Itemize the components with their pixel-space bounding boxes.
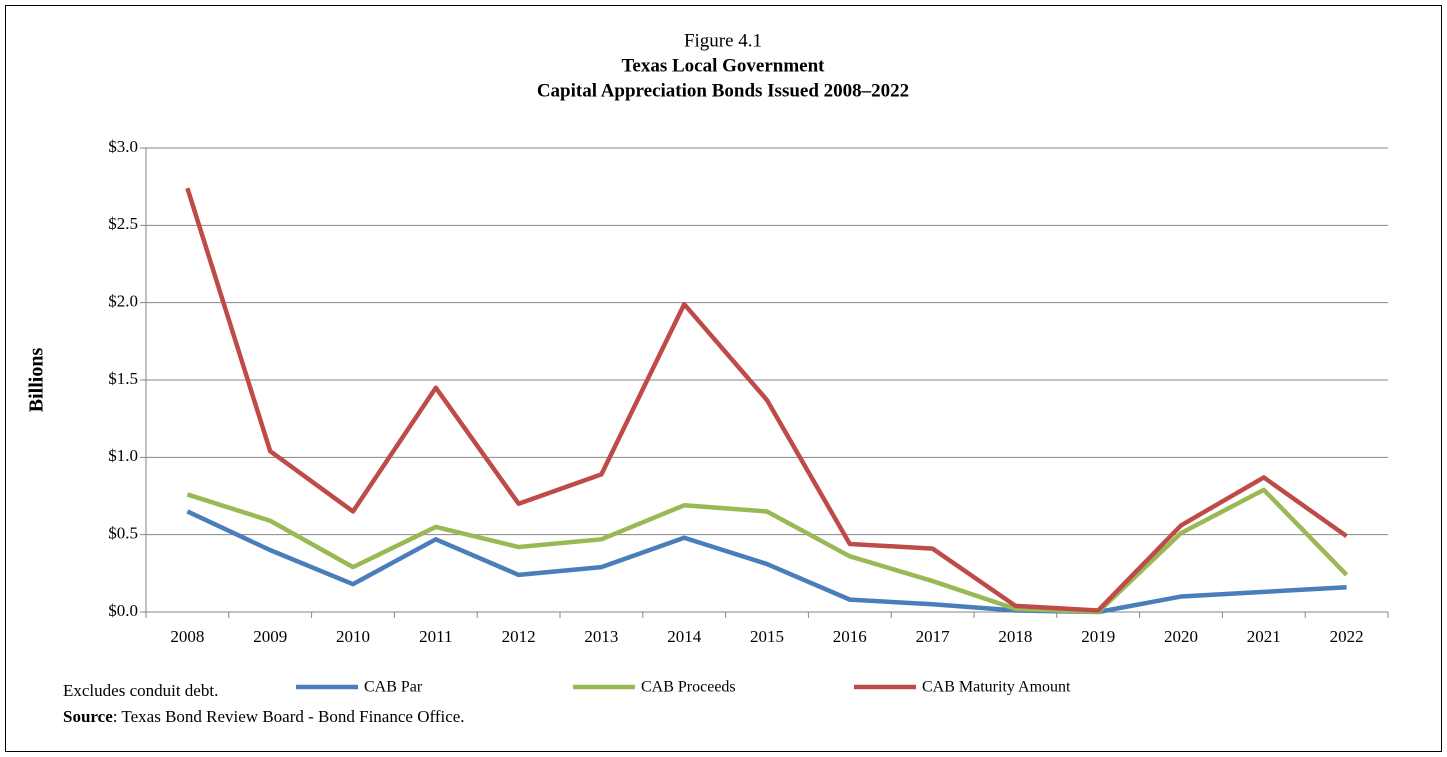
series-line bbox=[186, 487, 1349, 615]
x-tick-label: 2009 bbox=[253, 627, 287, 646]
y-tick-label: $0.0 bbox=[108, 601, 138, 620]
x-tick-label: 2021 bbox=[1247, 627, 1281, 646]
figure-label: Figure 4.1 bbox=[684, 30, 762, 51]
y-tick-label: $3.0 bbox=[108, 137, 138, 156]
y-tick-label: $1.0 bbox=[108, 446, 138, 465]
chart-subtitle: Capital Appreciation Bonds Issued 2008–2… bbox=[537, 80, 909, 101]
x-tick-label: 2010 bbox=[336, 627, 370, 646]
x-tick-label: 2012 bbox=[502, 627, 536, 646]
x-tick-label: 2011 bbox=[419, 627, 452, 646]
y-tick-label: $2.5 bbox=[108, 214, 138, 233]
legend-label: CAB Proceeds bbox=[641, 679, 736, 696]
legend-label: CAB Maturity Amount bbox=[922, 679, 1071, 696]
series-line bbox=[185, 187, 1348, 613]
source-label: Source bbox=[63, 707, 113, 726]
x-tick-label: 2022 bbox=[1330, 627, 1364, 646]
y-axis-label: Billions bbox=[26, 348, 48, 413]
x-tick-label: 2013 bbox=[584, 627, 618, 646]
x-tick-label: 2015 bbox=[750, 627, 784, 646]
x-tick-label: 2019 bbox=[1081, 627, 1115, 646]
x-tick-label: 2008 bbox=[170, 627, 204, 646]
x-tick-label: 2017 bbox=[916, 627, 951, 646]
source: Source: Texas Bond Review Board - Bond F… bbox=[63, 707, 465, 726]
source-text: : Texas Bond Review Board - Bond Finance… bbox=[113, 707, 465, 726]
legend-label: CAB Par bbox=[364, 679, 423, 696]
chart-title: Texas Local Government bbox=[621, 55, 825, 76]
x-tick-label: 2014 bbox=[667, 627, 702, 646]
x-tick-label: 2016 bbox=[833, 627, 867, 646]
series-line bbox=[186, 509, 1347, 615]
x-tick-label: 2018 bbox=[998, 627, 1032, 646]
y-tick-label: $2.0 bbox=[108, 292, 138, 311]
y-tick-label: $1.5 bbox=[108, 369, 138, 388]
frame bbox=[5, 5, 1442, 752]
y-tick-label: $0.5 bbox=[108, 524, 138, 543]
x-tick-label: 2020 bbox=[1164, 627, 1198, 646]
note: Excludes conduit debt. bbox=[63, 681, 218, 700]
